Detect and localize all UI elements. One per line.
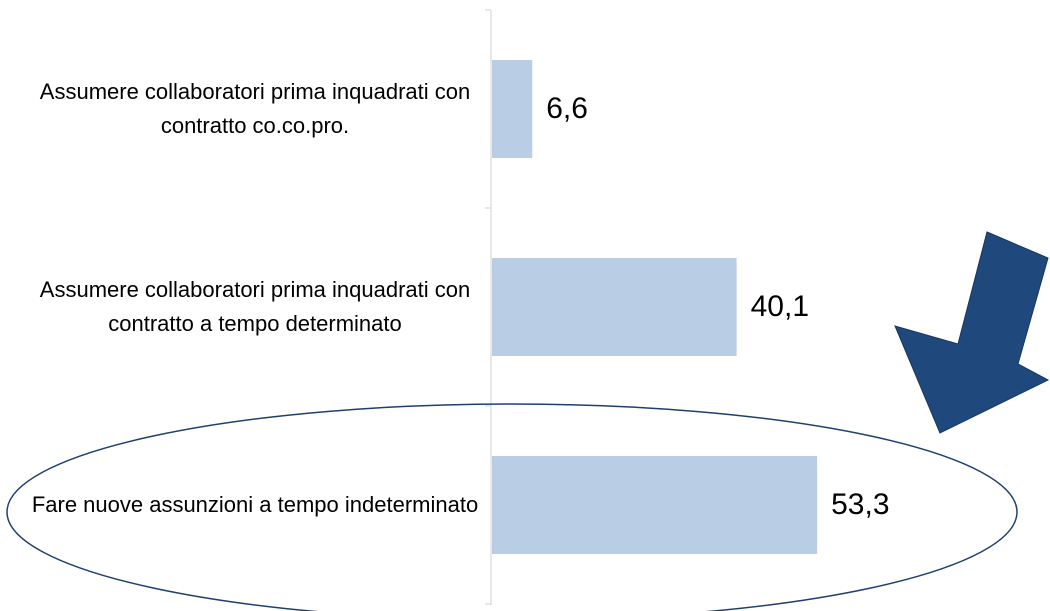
highlight-arrow — [894, 231, 1050, 434]
category-label: Fare nuove assunzioni a tempo indetermin… — [31, 492, 479, 517]
bar — [492, 456, 818, 554]
value-label: 53,3 — [831, 488, 890, 521]
value-label: 6,6 — [546, 92, 588, 125]
category-label: Assumere collaboratori prima inquadrati … — [39, 79, 471, 138]
bar — [492, 60, 533, 158]
value-label: 40,1 — [750, 290, 809, 323]
category-label: Assumere collaboratori prima inquadrati … — [39, 277, 471, 336]
highlight-ellipse — [6, 403, 1018, 611]
bar — [492, 258, 737, 356]
